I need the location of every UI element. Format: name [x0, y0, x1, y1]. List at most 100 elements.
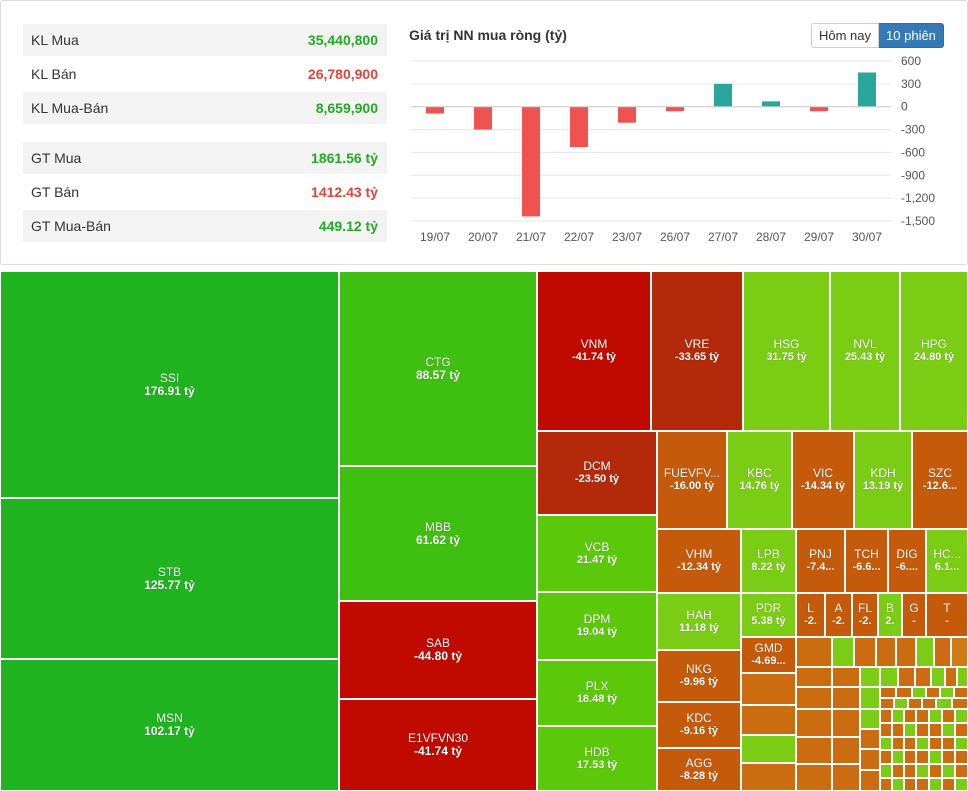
- treemap-tile[interactable]: HPG 24.80 tỷ: [900, 271, 968, 431]
- treemap-tile-small[interactable]: [929, 778, 942, 791]
- treemap-tile-small[interactable]: [880, 709, 892, 723]
- treemap-tile-small[interactable]: [892, 709, 904, 723]
- treemap-tile-small[interactable]: [896, 687, 912, 698]
- treemap-tile[interactable]: SZC -12.6...: [912, 431, 968, 529]
- treemap-tile[interactable]: E1VFVN30 -41.74 tỷ: [339, 699, 537, 791]
- treemap-tile-small[interactable]: [904, 750, 916, 764]
- treemap-tile-small[interactable]: [880, 737, 892, 750]
- treemap-tile[interactable]: DIG -6....: [888, 529, 926, 593]
- treemap-tile-small[interactable]: [892, 764, 904, 778]
- treemap-tile[interactable]: FUEVFV... -16.00 tỷ: [657, 431, 727, 529]
- treemap-tile[interactable]: GMD -4.69...: [741, 637, 796, 673]
- treemap-tile-small[interactable]: [880, 687, 896, 698]
- treemap-tile-small[interactable]: [904, 778, 916, 791]
- treemap-tile[interactable]: HC... 6.1...: [926, 529, 968, 593]
- treemap-tile[interactable]: KDH 13.19 tỷ: [854, 431, 912, 529]
- treemap-tile[interactable]: PDR 5.38 tỷ: [741, 593, 796, 637]
- treemap-tile[interactable]: CTG 88.57 tỷ: [339, 271, 537, 466]
- treemap-tile-small[interactable]: [892, 778, 904, 791]
- treemap-tile[interactable]: SSI 176.91 tỷ: [0, 271, 339, 498]
- treemap-tile-small[interactable]: [926, 687, 940, 698]
- treemap-tile-small[interactable]: [945, 667, 957, 687]
- treemap-tile-small[interactable]: [860, 687, 880, 709]
- treemap-tile-small[interactable]: [942, 778, 955, 791]
- treemap-tile-small[interactable]: [929, 723, 942, 737]
- treemap-tile[interactable]: VRE -33.65 tỷ: [651, 271, 743, 431]
- treemap-tile[interactable]: SAB -44.80 tỷ: [339, 601, 537, 699]
- treemap-tile[interactable]: VIC -14.34 tỷ: [792, 431, 854, 529]
- treemap-tile-small[interactable]: [860, 709, 880, 729]
- treemap-tile-small[interactable]: [929, 709, 942, 723]
- treemap-tile[interactable]: VNM -41.74 tỷ: [537, 271, 651, 431]
- treemap-tile-small[interactable]: [894, 698, 908, 709]
- treemap-tile[interactable]: DPM 19.04 tỷ: [537, 592, 657, 660]
- treemap-tile-small[interactable]: [955, 778, 968, 791]
- treemap-tile-small[interactable]: [929, 737, 942, 750]
- treemap-tile-small[interactable]: [860, 667, 880, 687]
- treemap-tile[interactable]: HSG 31.75 tỷ: [743, 271, 830, 431]
- treemap-tile-small[interactable]: [915, 667, 931, 687]
- treemap-tile-small[interactable]: [832, 764, 860, 791]
- treemap-tile-small[interactable]: [860, 770, 880, 791]
- treemap-tile[interactable]: MBB 61.62 tỷ: [339, 466, 537, 601]
- treemap-tile-small[interactable]: [898, 667, 915, 687]
- treemap-tile-small[interactable]: [741, 763, 796, 791]
- treemap-tile-small[interactable]: [741, 673, 796, 705]
- treemap-tile-small[interactable]: [934, 637, 951, 667]
- treemap-tile-small[interactable]: [929, 750, 942, 764]
- treemap-tile-small[interactable]: [896, 637, 916, 667]
- treemap-tile[interactable]: AGG -8.28 tỷ: [657, 748, 741, 791]
- treemap-tile-small[interactable]: [942, 750, 955, 764]
- treemap-tile-small[interactable]: [954, 687, 968, 698]
- treemap-tile-small[interactable]: [955, 709, 968, 723]
- ten-sessions-button[interactable]: 10 phiên: [879, 23, 944, 48]
- treemap-tile-small[interactable]: [916, 709, 929, 723]
- treemap-tile-small[interactable]: [952, 698, 968, 709]
- treemap-tile-small[interactable]: [916, 778, 929, 791]
- treemap-tile-small[interactable]: [955, 764, 968, 778]
- treemap-tile-small[interactable]: [860, 729, 880, 749]
- treemap-tile-small[interactable]: [931, 667, 945, 687]
- treemap-tile-small[interactable]: [796, 637, 832, 667]
- treemap-tile[interactable]: NKG -9.96 tỷ: [657, 650, 741, 702]
- treemap-tile-small[interactable]: [880, 778, 892, 791]
- treemap-tile-small[interactable]: [876, 637, 896, 667]
- treemap-tile[interactable]: MSN 102.17 tỷ: [0, 659, 339, 791]
- treemap-tile-small[interactable]: [892, 737, 904, 750]
- treemap-tile[interactable]: KBC 14.76 tỷ: [727, 431, 792, 529]
- treemap-tile[interactable]: DCM -23.50 tỷ: [537, 431, 657, 515]
- treemap-tile-small[interactable]: [904, 709, 916, 723]
- treemap-tile[interactable]: L -2.: [796, 593, 825, 637]
- treemap-tile[interactable]: VHM -12.34 tỷ: [657, 529, 741, 593]
- treemap-tile[interactable]: FL -2.: [852, 593, 878, 637]
- treemap-tile-small[interactable]: [854, 637, 876, 667]
- treemap-tile-small[interactable]: [942, 723, 955, 737]
- treemap-tile[interactable]: TCH -6.6...: [845, 529, 888, 593]
- treemap-tile-small[interactable]: [929, 764, 942, 778]
- treemap-tile-small[interactable]: [796, 667, 832, 687]
- treemap-tile-small[interactable]: [904, 723, 916, 737]
- treemap-tile-small[interactable]: [916, 737, 929, 750]
- treemap-tile-small[interactable]: [741, 705, 796, 735]
- treemap-tile-small[interactable]: [955, 723, 968, 737]
- treemap-tile-small[interactable]: [892, 723, 904, 737]
- treemap-tile-small[interactable]: [832, 687, 860, 709]
- treemap-tile-small[interactable]: [796, 737, 832, 764]
- treemap-tile[interactable]: HAH 11.18 tỷ: [657, 593, 741, 650]
- treemap-tile[interactable]: T-: [926, 593, 968, 637]
- treemap-tile[interactable]: PLX 18.48 tỷ: [537, 660, 657, 726]
- treemap-tile[interactable]: G-: [902, 593, 926, 637]
- treemap-tile-small[interactable]: [796, 687, 832, 709]
- treemap-tile-small[interactable]: [741, 735, 796, 763]
- treemap-tile-small[interactable]: [916, 723, 929, 737]
- treemap-tile-small[interactable]: [892, 750, 904, 764]
- treemap-tile[interactable]: VCB 21.47 tỷ: [537, 515, 657, 592]
- treemap-tile-small[interactable]: [916, 637, 934, 667]
- treemap-tile-small[interactable]: [880, 764, 892, 778]
- treemap-tile-small[interactable]: [832, 637, 854, 667]
- treemap-tile[interactable]: HDB 17.53 tỷ: [537, 726, 657, 791]
- treemap-tile-small[interactable]: [832, 709, 860, 737]
- treemap-tile[interactable]: PNJ -7.4...: [796, 529, 845, 593]
- today-button[interactable]: Hôm nay: [811, 23, 880, 48]
- treemap-tile-small[interactable]: [942, 737, 955, 750]
